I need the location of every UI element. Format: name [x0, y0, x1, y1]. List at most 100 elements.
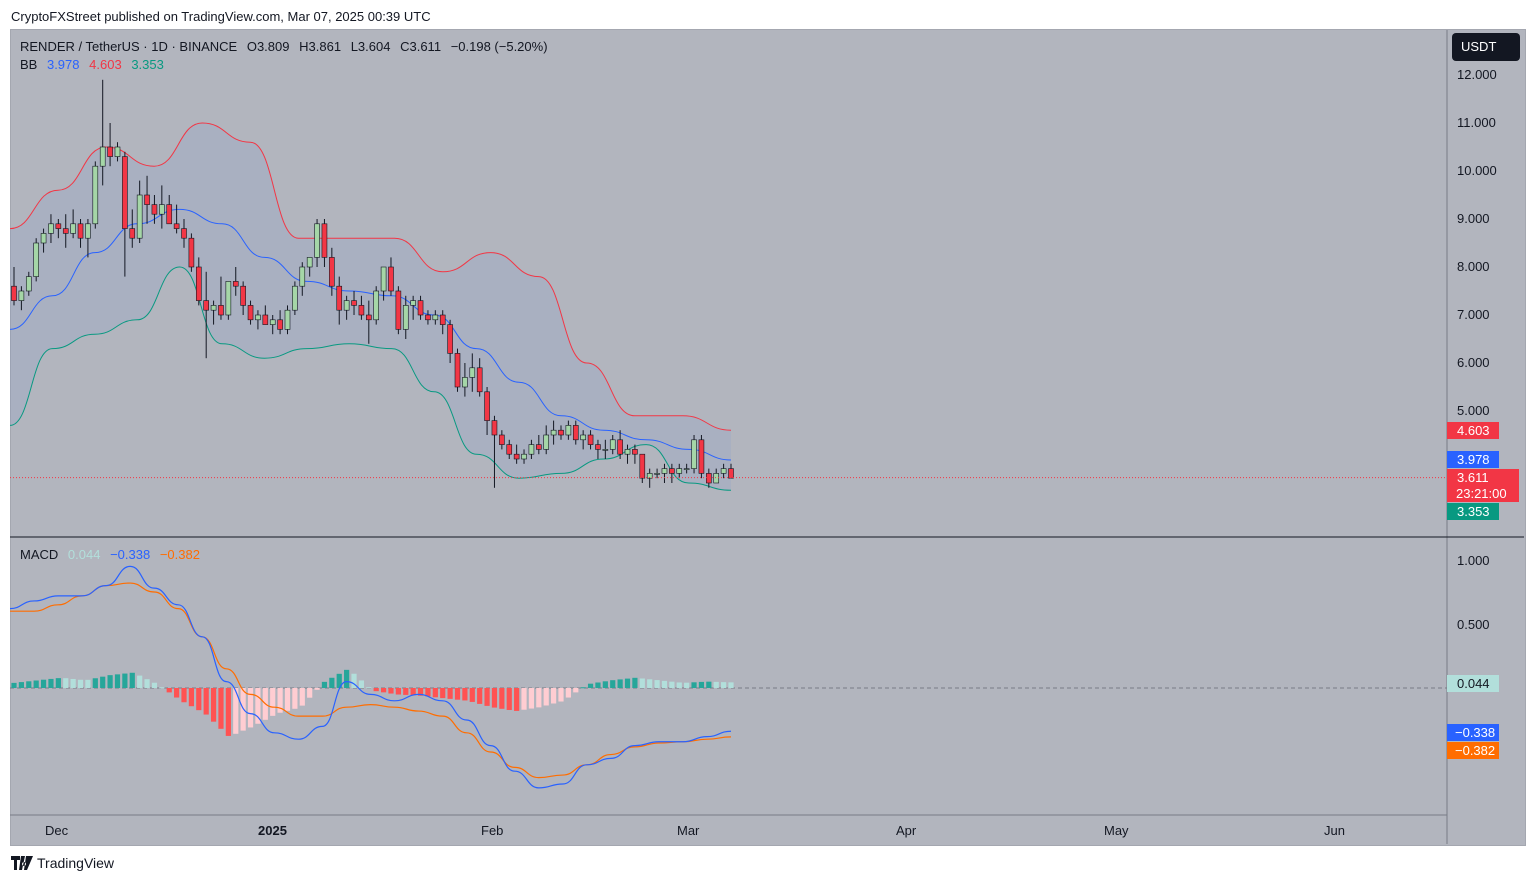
macd-histogram-bar	[159, 687, 165, 689]
macd-histogram-bar	[565, 688, 571, 698]
candle-body	[476, 367, 483, 393]
candle-body	[462, 377, 468, 388]
macd-histogram-bar	[417, 688, 424, 696]
macd-histogram-bar	[477, 688, 483, 704]
macd-histogram-bar	[454, 688, 461, 700]
time-tick: Feb	[481, 823, 504, 838]
macd-histogram-bar	[292, 688, 298, 709]
tradingview-brand[interactable]: TradingView	[11, 855, 114, 871]
macd-histogram-bar	[440, 688, 446, 699]
macd-tick: 1.000	[1457, 553, 1490, 568]
candle-body	[255, 314, 261, 321]
macd-histogram-bar	[314, 688, 320, 690]
macd-histogram-bar	[706, 681, 712, 688]
macd-tick: 0.500	[1457, 617, 1490, 632]
candle-body	[203, 300, 209, 311]
candle-body	[122, 156, 128, 229]
candle-body	[528, 444, 535, 455]
candle-body	[144, 194, 150, 205]
macd-histogram-bar	[114, 674, 121, 688]
brand-label: TradingView	[37, 855, 115, 871]
candle-body	[136, 194, 143, 239]
macd-legend[interactable]: MACD 0.044 −0.338 −0.382	[20, 547, 206, 562]
candle-body	[543, 434, 550, 450]
candle-body	[40, 233, 47, 244]
macd-histogram-bar	[432, 688, 438, 698]
macd-histogram-bar	[728, 682, 734, 688]
macd-histogram-bar	[247, 688, 254, 728]
candle-body	[210, 305, 217, 311]
macd-histogram-bar	[336, 673, 342, 688]
macd-histogram-bar	[11, 682, 17, 688]
candle-body	[410, 300, 416, 306]
macd-histogram-bar	[329, 677, 335, 688]
macd-histogram-bar	[129, 672, 135, 688]
macd-histogram-bar	[48, 678, 54, 688]
chart-area[interactable]	[10, 29, 1526, 846]
bb-legend[interactable]: BB 3.978 4.603 3.353	[20, 57, 170, 72]
macd-histogram-bar	[491, 688, 498, 708]
candle-body	[484, 391, 490, 421]
macd-histogram-bar	[447, 688, 453, 699]
candle-body	[632, 449, 638, 455]
macd-histogram-bar	[218, 688, 224, 729]
candle-body	[181, 228, 187, 239]
macd-histogram-bar	[580, 687, 586, 689]
symbol-label[interactable]: RENDER / TetherUS · 1D · BINANCE	[20, 39, 238, 54]
macd-histogram-bar	[26, 681, 32, 688]
macd-histogram-bar	[85, 679, 91, 688]
price-tick: 7.000	[1457, 307, 1490, 322]
macd-histogram-bar	[654, 680, 660, 688]
macd-histogram-bar	[521, 688, 527, 710]
candle-body	[624, 449, 631, 455]
macd-histogram-bar	[321, 681, 328, 688]
macd-histogram-bar	[624, 678, 631, 688]
macd-histogram-bar	[77, 679, 84, 688]
time-tick: Apr	[896, 823, 917, 838]
candle-body	[70, 223, 76, 234]
macd-histogram-bar	[528, 688, 535, 709]
time-tick: May	[1104, 823, 1129, 838]
candle-body	[343, 300, 350, 311]
macd-histogram-bar	[410, 688, 416, 696]
macd-histogram-bar	[270, 688, 276, 716]
bb-label: BB	[20, 57, 38, 72]
candle-body	[683, 468, 690, 470]
change-value: −0.198 (−5.20%)	[450, 39, 548, 54]
candle-body	[587, 434, 594, 445]
bb-lower-tag: 3.353	[1447, 503, 1499, 520]
macd-histogram-bar	[277, 688, 283, 713]
macd-histogram-bar	[587, 683, 594, 688]
candle-body	[188, 237, 195, 268]
macd-histogram-bar	[40, 679, 47, 688]
candle-body	[195, 266, 202, 301]
candle-body	[720, 468, 727, 474]
macd-histogram-bar	[380, 688, 387, 693]
candle-body	[314, 223, 320, 258]
macd-histogram-bar	[188, 688, 195, 707]
macd-histogram-bar	[602, 681, 608, 688]
tradingview-logo-icon	[11, 856, 33, 870]
candle-body	[580, 434, 586, 441]
macd-histogram-bar	[639, 678, 645, 688]
ohlc-close: C3.611	[400, 39, 442, 54]
macd-histogram-bar	[144, 679, 150, 688]
candle-body	[425, 314, 431, 321]
macd-histogram-bar	[388, 688, 394, 694]
macd-histogram-bar	[550, 688, 557, 704]
candle-body	[11, 285, 17, 301]
candle-body	[669, 468, 675, 474]
bb-upper-tag: 4.603	[1447, 422, 1499, 439]
bb-upper-line	[9, 122, 732, 431]
candle-body	[107, 146, 113, 157]
candle-body	[676, 468, 683, 474]
candle-body	[151, 204, 158, 215]
currency-button[interactable]: USDT	[1452, 33, 1520, 61]
macd-histogram-bar	[122, 673, 128, 688]
candle-body	[358, 305, 365, 316]
macd-histogram-bar	[137, 675, 143, 688]
candle-body	[698, 439, 705, 474]
candle-body	[292, 285, 298, 311]
macd-histogram-bar	[373, 688, 379, 692]
